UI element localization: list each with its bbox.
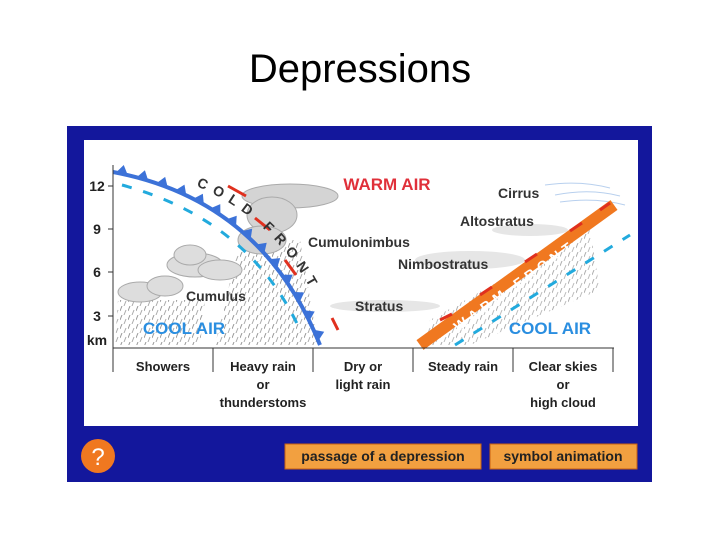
cold-front-triangle (115, 164, 128, 176)
cold-front-triangle (175, 184, 187, 196)
cold-front-symbols (115, 164, 325, 341)
cloud-label: Nimbostratus (398, 256, 488, 272)
cold-front-triangle (269, 258, 281, 269)
cold-front-triangle (210, 204, 221, 215)
warm-front-line (416, 200, 618, 350)
cloud-label: Stratus (355, 298, 403, 314)
cold-front-triangle (313, 329, 325, 341)
altitude-label: 3 (93, 308, 101, 324)
rain (115, 300, 205, 345)
passage-button[interactable] (284, 443, 482, 470)
weather-text: Heavy rain (230, 359, 296, 374)
cold-front-triangle (303, 310, 315, 321)
cool-air-label: COOL AIR (509, 319, 591, 338)
cloud-label: Altostratus (460, 213, 534, 229)
cold-front-triangle (293, 291, 305, 303)
warm-front-symbols (439, 201, 611, 322)
cool-air-arrows (121, 183, 631, 347)
weather-text: or (257, 377, 270, 392)
cumulonimbus-cloud (237, 183, 339, 255)
cloud-label: Cumulonimbus (308, 234, 410, 250)
weather-text: Showers (136, 359, 190, 374)
altitude-label: 6 (93, 264, 101, 280)
cumulus-clouds (117, 244, 243, 303)
cold-front-triangle (241, 228, 253, 240)
cold-front-triangle (193, 193, 204, 205)
slide-title: Depressions (249, 47, 471, 91)
cold-front-triangle (156, 176, 168, 188)
animation-button-text[interactable]: symbol animation (503, 448, 622, 464)
cold-front-triangle (136, 170, 149, 181)
animation-button[interactable] (489, 443, 638, 470)
weather-text: Dry or (344, 359, 382, 374)
weather-text: thunderstoms (220, 395, 307, 410)
cirrus-streaks (544, 182, 626, 206)
altitude-unit: km (87, 332, 107, 348)
altitude-label: 12 (89, 178, 105, 194)
warm-air-arrows (227, 184, 340, 331)
cold-front-triangle (256, 242, 267, 254)
weather-text: Steady rain (428, 359, 498, 374)
altitude-label: 9 (93, 221, 101, 237)
weather-text: high cloud (530, 395, 596, 410)
weather-text: light rain (336, 377, 391, 392)
cold-front-triangle (281, 274, 293, 285)
cool-air-label: COOL AIR (143, 319, 225, 338)
weather-text: Clear skies (529, 359, 598, 374)
weather-text: or (557, 377, 570, 392)
passage-button-text[interactable]: passage of a depression (301, 448, 464, 464)
cold-front-triangle (226, 215, 237, 227)
help-button[interactable] (81, 439, 115, 473)
cloud-label: Cirrus (498, 185, 539, 201)
cold-front-line (112, 170, 322, 346)
layer-clouds (330, 224, 568, 312)
warm-air-label: WARM AIR (343, 175, 430, 194)
help-button-text[interactable]: ? (91, 444, 104, 471)
cloud-label: Cumulus (186, 288, 246, 304)
